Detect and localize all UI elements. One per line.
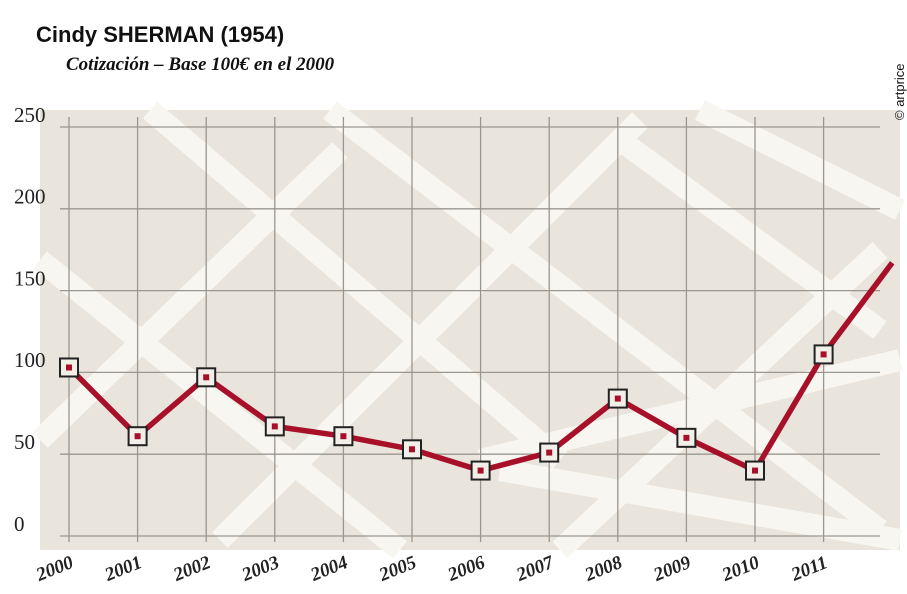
chart-subtitle: Cotización – Base 100€ en el 2000 [66,54,335,75]
map-background [32,100,905,559]
point-marker [813,344,834,365]
y-tick-label: 0 [14,512,25,536]
y-tick-label: 150 [14,266,46,290]
point-marker [745,460,765,481]
marker-inner [683,434,690,441]
street [212,112,648,548]
street [498,459,902,551]
y-tick-label: 100 [14,348,46,372]
map-streets [32,100,905,559]
street [613,131,887,339]
chart-title: Cindy SHERMAN (1954) [36,22,284,47]
point-marker [607,388,628,409]
street [142,101,568,469]
point-marker [402,439,422,460]
marker-inner [203,374,210,381]
point-marker [539,442,560,463]
marker-inner [66,364,72,371]
y-tick-label: 200 [14,185,46,209]
point-marker [196,367,217,388]
y-tick-label: 250 [14,103,46,127]
point-marker [470,460,491,481]
credit: © artprice [892,63,907,120]
marker-inner [752,467,758,474]
marker-inner [477,467,484,474]
street [323,101,887,539]
marker-inner [614,395,621,402]
marker-inner [134,433,141,440]
y-tick-label: 50 [14,430,35,454]
street [33,251,407,559]
point-marker [333,426,354,447]
marker-inner [340,433,347,440]
point-marker [127,426,148,447]
point-marker [676,427,697,448]
point-marker [59,357,79,378]
marker-inner [271,423,278,430]
marker-inner [409,446,415,453]
marker-inner [546,449,553,456]
marker-inner [820,351,827,358]
point-marker [264,416,285,437]
